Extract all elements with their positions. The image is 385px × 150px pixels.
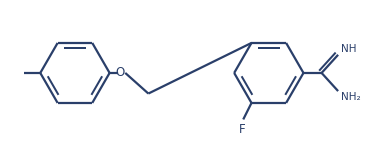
Text: O: O (116, 66, 125, 80)
Text: NH: NH (341, 44, 356, 54)
Text: F: F (239, 123, 246, 136)
Text: NH₂: NH₂ (341, 92, 360, 102)
